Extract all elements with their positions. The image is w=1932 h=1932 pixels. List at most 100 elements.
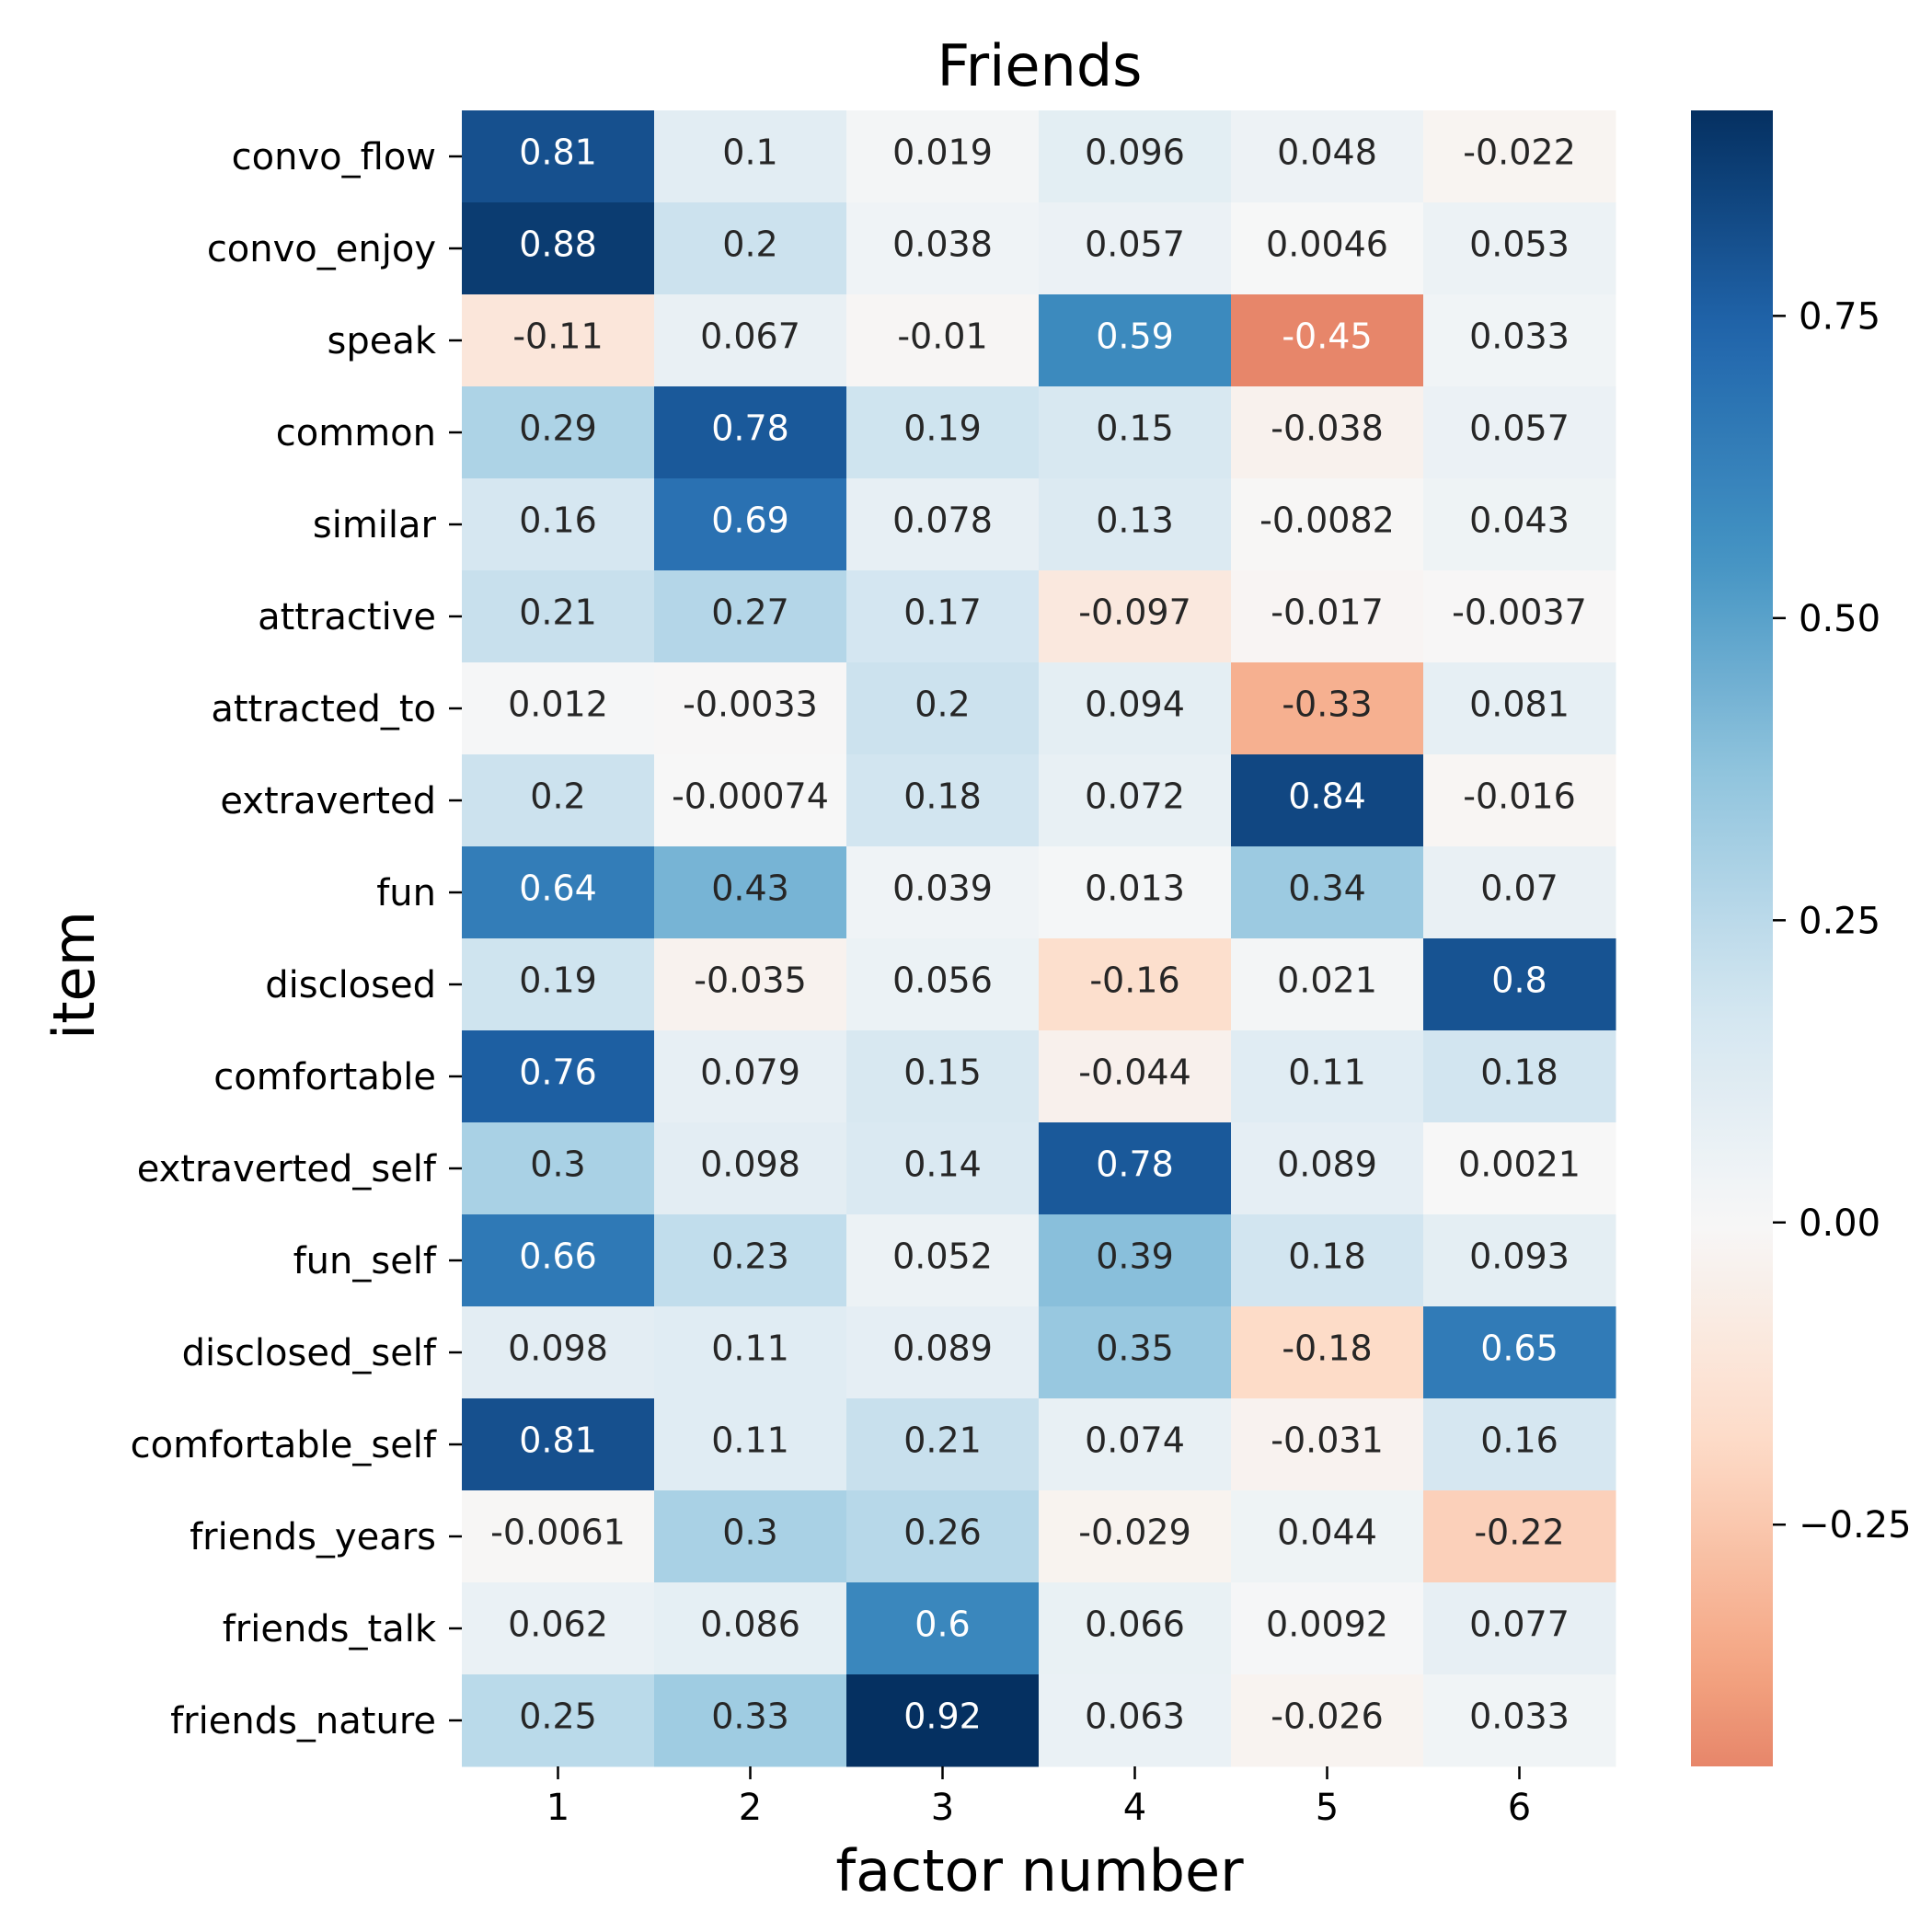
heatmap-cell — [1231, 202, 1424, 295]
cell-value-label: 0.039 — [892, 868, 993, 909]
heatmap-cell — [846, 1214, 1040, 1307]
heatmap-cell — [462, 478, 655, 571]
cell-value-label: 0.062 — [508, 1604, 608, 1645]
cell-value-label: 0.3 — [722, 1512, 777, 1553]
cell-value-label: 0.089 — [1277, 1144, 1377, 1185]
cell-value-label: 0.057 — [1469, 408, 1570, 449]
heatmap-cell — [846, 754, 1040, 847]
cell-value-label: 0.21 — [519, 592, 597, 633]
cell-value-label: -0.01 — [897, 316, 987, 357]
heatmap-cell — [1231, 1490, 1424, 1583]
heatmap-cell — [654, 294, 847, 387]
cell-value-label: 0.013 — [1085, 868, 1185, 909]
y-tick-label: comfortable_self — [131, 1424, 437, 1466]
cell-value-label: -0.016 — [1463, 776, 1576, 817]
heatmap-cell — [1039, 662, 1232, 755]
cell-value-label: 0.074 — [1085, 1420, 1185, 1461]
heatmap-cell — [1423, 1490, 1616, 1583]
heatmap-cell — [1423, 1306, 1616, 1399]
y-tick-label: common — [276, 412, 436, 454]
heatmap-cell — [846, 846, 1040, 939]
heatmap-cell — [462, 202, 655, 295]
heatmap-cell — [1423, 294, 1616, 387]
heatmap-cell — [462, 846, 655, 939]
cell-value-label: 0.33 — [711, 1696, 789, 1737]
cell-value-label: 0.29 — [519, 408, 597, 449]
cell-value-label: 0.92 — [903, 1696, 982, 1737]
cell-value-label: 0.033 — [1469, 1696, 1570, 1737]
cell-value-label: 0.066 — [1085, 1604, 1185, 1645]
colorbar-tick-label: 0.00 — [1799, 1202, 1880, 1245]
heatmap-cell — [1039, 110, 1232, 203]
heatmap-cell — [1423, 1122, 1616, 1215]
y-tick-label: extraverted_self — [137, 1148, 437, 1190]
cell-value-label: 0.056 — [892, 960, 993, 1001]
cell-value-label: 0.081 — [1469, 684, 1570, 725]
heatmap-cell — [462, 1582, 655, 1675]
cell-value-label: 0.077 — [1469, 1604, 1570, 1645]
cell-value-label: 0.66 — [519, 1236, 597, 1277]
cell-value-label: -0.11 — [512, 316, 603, 357]
heatmap-cell — [1039, 478, 1232, 571]
colorbar-gradient — [1691, 110, 1773, 1766]
heatmap-cell — [1231, 1674, 1424, 1767]
cell-value-label: 0.65 — [1480, 1328, 1558, 1369]
heatmap-cell — [846, 202, 1040, 295]
cell-value-label: 0.15 — [1096, 408, 1174, 449]
y-tick-label: fun_self — [293, 1240, 437, 1282]
heatmap-cell — [654, 754, 847, 847]
cell-value-label: 0.086 — [700, 1604, 800, 1645]
cell-value-label: -0.0033 — [683, 684, 818, 725]
heatmap-cell — [1039, 202, 1232, 295]
heatmap-cell — [1231, 110, 1424, 203]
heatmap-cell — [654, 570, 847, 663]
cell-value-label: 0.063 — [1085, 1696, 1185, 1737]
heatmap-cell — [462, 110, 655, 203]
cell-value-label: 0.072 — [1085, 776, 1185, 817]
heatmap-cell — [462, 294, 655, 387]
cell-value-label: 0.057 — [1085, 224, 1185, 265]
heatmap-cell — [1231, 1214, 1424, 1307]
heatmap-cell — [1039, 294, 1232, 387]
heatmap-cell — [654, 1122, 847, 1215]
y-tick-label: disclosed_self — [182, 1332, 437, 1374]
cell-value-label: 0.067 — [700, 316, 800, 357]
heatmap-cell — [1423, 1030, 1616, 1123]
cell-value-label: 0.27 — [711, 592, 789, 633]
heatmap-cell — [1039, 1582, 1232, 1675]
heatmap-cell — [654, 1306, 847, 1399]
colorbar-tick-label: 0.25 — [1799, 900, 1880, 942]
heatmap-cell — [1423, 478, 1616, 571]
heatmap-cell — [1039, 1306, 1232, 1399]
cell-value-label: 0.019 — [892, 132, 993, 173]
heatmap-cell — [654, 202, 847, 295]
heatmap-cell — [1039, 1122, 1232, 1215]
cell-value-label: 0.0021 — [1458, 1144, 1581, 1185]
cell-value-label: 0.23 — [711, 1236, 789, 1277]
heatmap-cell — [1423, 754, 1616, 847]
cell-value-label: 0.0092 — [1266, 1604, 1388, 1645]
heatmap-cell — [1231, 1398, 1424, 1491]
heatmap-cell — [1039, 1490, 1232, 1583]
cell-value-label: 0.089 — [892, 1328, 993, 1369]
heatmap-cell — [462, 1306, 655, 1399]
x-tick-label: 6 — [1508, 1787, 1531, 1829]
heatmap-cell — [654, 662, 847, 755]
cell-value-label: 0.038 — [892, 224, 993, 265]
x-tick-label: 1 — [546, 1787, 569, 1829]
heatmap-cell — [654, 478, 847, 571]
heatmap-cell — [846, 938, 1040, 1031]
y-tick-label: similar — [313, 504, 437, 546]
cell-value-label: 0.84 — [1288, 776, 1366, 817]
y-tick-label: convo_enjoy — [207, 228, 436, 270]
y-tick-label: comfortable — [213, 1056, 436, 1098]
heatmap-cell — [1423, 202, 1616, 295]
heatmap-cell — [654, 1582, 847, 1675]
heatmap-cell — [846, 1674, 1040, 1767]
x-tick-label: 2 — [739, 1787, 762, 1829]
heatmap-cell — [462, 1122, 655, 1215]
cell-value-label: 0.26 — [903, 1512, 982, 1553]
heatmap-cell — [1231, 1306, 1424, 1399]
heatmap-cell — [1039, 846, 1232, 939]
heatmap-cells: 0.81 0.1 0.019 0.096 0.048 -0.022 0.88 0.2 0.038… — [462, 110, 1616, 1767]
